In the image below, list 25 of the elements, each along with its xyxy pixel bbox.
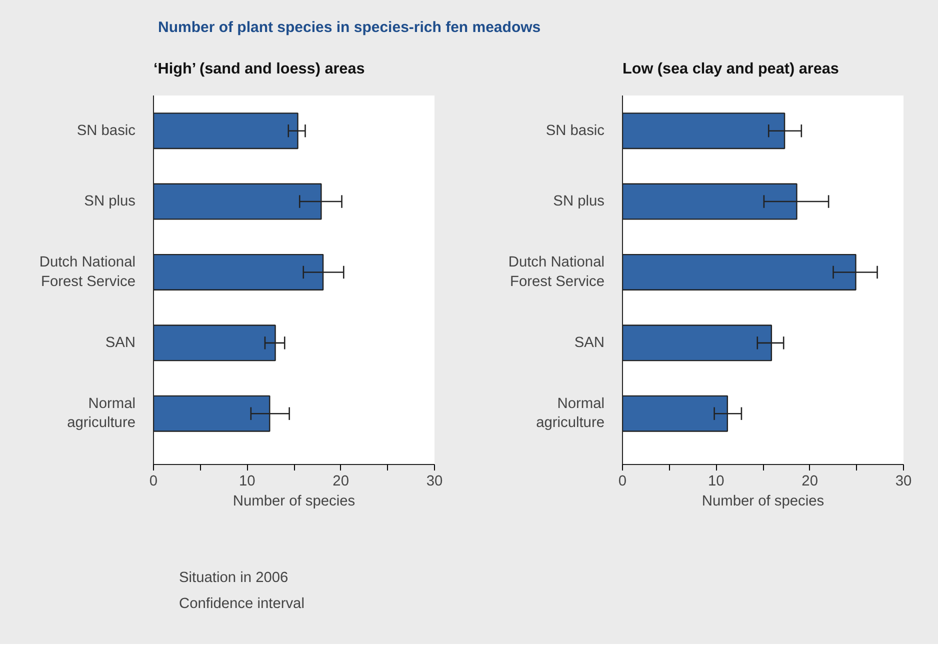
y-tick-label: Dutch National Forest Service [39, 254, 136, 290]
x-tick-label: 10 [708, 474, 724, 490]
x-tick-label: 30 [895, 474, 912, 490]
chart-title: Number of plant species in species-rich fen meadows [158, 18, 541, 38]
x-tick-label: 0 [618, 474, 627, 490]
x-axis-title: Number of species [702, 494, 824, 510]
y-tick-label: SAN [105, 334, 136, 351]
chart-subtitle: Low (sea clay and peat) areas [622, 60, 839, 78]
text: Confidence interval [179, 596, 304, 612]
y-tick-label: SAN [574, 334, 605, 351]
chart-subtitle: ‘High’ (sand and loess) areas [154, 60, 365, 78]
y-tick-label: SN plus [84, 194, 136, 210]
x-axis-title: Number of species [232, 494, 356, 510]
y-tick-label: SN basic [546, 122, 605, 139]
x-tick-label: 20 [332, 474, 349, 490]
y-tick-label: SN plus [553, 194, 605, 210]
y-tick-label: SN basic [76, 122, 136, 139]
x-tick-label: 0 [149, 474, 158, 490]
y-tick-label: Normal agriculture [536, 396, 605, 432]
y-tick-label: Normal agriculture [67, 396, 136, 432]
x-tick-label: 20 [802, 474, 818, 490]
y-tick-label: Dutch National Forest Service [508, 254, 605, 290]
x-tick-label: 30 [426, 474, 443, 490]
x-tick-label: 10 [239, 474, 256, 490]
text: Situation in 2006 [179, 570, 288, 586]
